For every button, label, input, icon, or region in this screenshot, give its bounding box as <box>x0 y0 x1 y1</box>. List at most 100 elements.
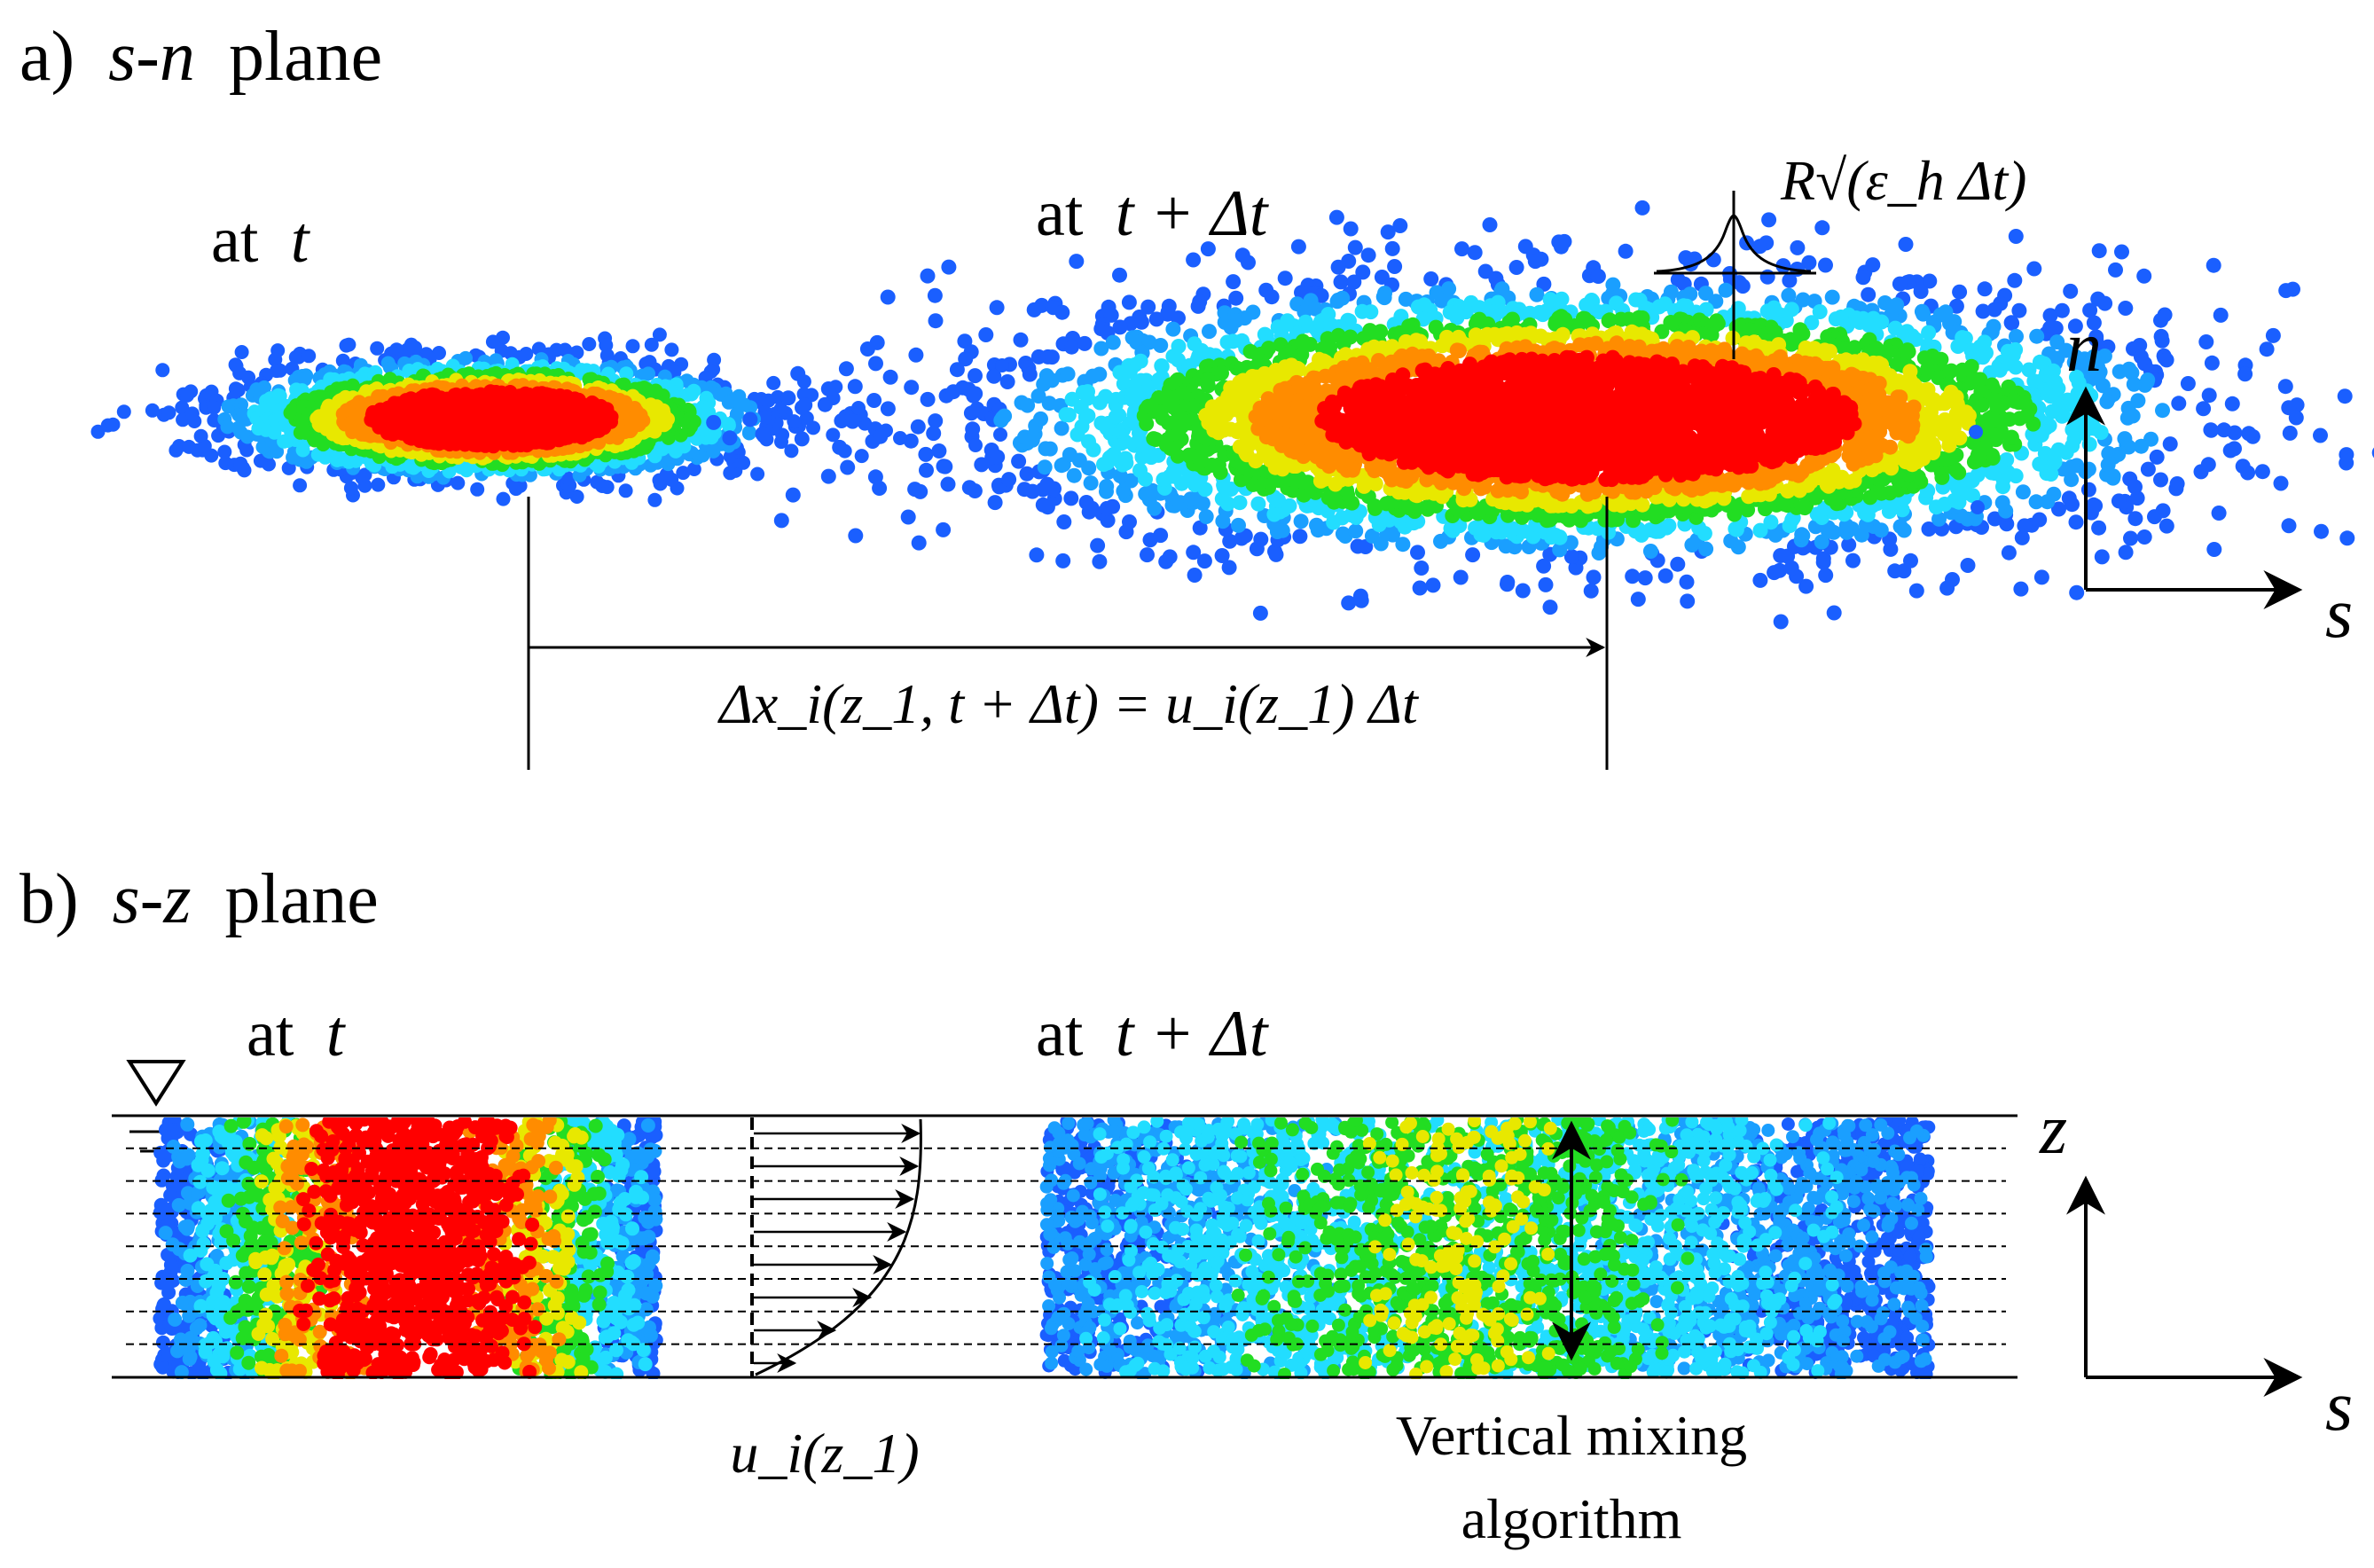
particle <box>1773 548 1789 563</box>
particle <box>233 456 248 471</box>
particle <box>2004 315 2020 331</box>
particle <box>1855 270 1871 286</box>
particle <box>820 381 836 396</box>
particle <box>1892 276 1908 292</box>
particle <box>978 327 994 342</box>
particle <box>1060 366 1076 382</box>
particle <box>931 443 947 459</box>
panel-a-at-word-2: at <box>1036 177 1084 250</box>
particle <box>1618 243 1634 259</box>
particle <box>1347 239 1363 255</box>
particle <box>2086 497 2102 513</box>
particle <box>2235 459 2251 474</box>
particle <box>652 327 667 342</box>
particle <box>1384 240 1400 256</box>
particle <box>2198 334 2214 349</box>
particle <box>2211 506 2227 521</box>
particle <box>2094 549 2110 565</box>
particle <box>1264 289 1280 305</box>
particle <box>928 313 944 329</box>
particle <box>187 414 202 428</box>
particle <box>873 428 889 444</box>
particle <box>272 363 287 378</box>
particle <box>116 404 131 419</box>
particle <box>618 483 633 498</box>
particle <box>838 361 854 377</box>
particle <box>590 474 605 490</box>
particle <box>1231 517 1246 533</box>
particle <box>1467 245 1483 261</box>
particle <box>106 417 121 432</box>
particle <box>2033 569 2049 585</box>
particle <box>1165 321 1181 337</box>
particle <box>1763 514 1779 530</box>
particle <box>1818 257 1833 273</box>
particle <box>1083 475 1099 491</box>
particle <box>790 365 806 381</box>
particle <box>919 462 934 478</box>
particle <box>1214 548 1230 563</box>
particle <box>2278 283 2294 299</box>
particle <box>1290 239 1306 255</box>
particle <box>794 431 810 447</box>
particle <box>1054 420 1069 436</box>
particle <box>1348 523 1364 539</box>
particle <box>900 509 916 525</box>
particle <box>2277 379 2293 395</box>
particle <box>961 480 977 496</box>
particle <box>1861 286 1876 302</box>
particle <box>2196 401 2212 417</box>
particle <box>2117 431 2133 447</box>
particle <box>1044 349 1060 365</box>
particle <box>1814 220 1830 236</box>
particle <box>866 393 882 408</box>
particle <box>343 481 358 496</box>
particle <box>161 405 176 420</box>
particle <box>1081 434 1096 450</box>
particle <box>1826 605 1842 621</box>
particle <box>1078 495 1094 510</box>
particle <box>2154 333 2170 349</box>
particle <box>840 459 856 475</box>
particle <box>1253 531 1269 547</box>
particle <box>2123 530 2138 546</box>
particle <box>676 466 691 481</box>
particle <box>2241 426 2257 442</box>
particle <box>1232 495 1248 511</box>
particle <box>936 521 952 537</box>
particle <box>1952 284 1968 300</box>
particle <box>1198 509 1214 524</box>
particle <box>913 483 928 499</box>
particle <box>1223 319 1239 335</box>
particle <box>2091 243 2107 259</box>
particle <box>1634 200 1650 216</box>
particle <box>785 487 801 503</box>
particle <box>2061 490 2077 506</box>
particle <box>1277 270 1293 286</box>
particle <box>1055 553 1071 568</box>
panel-a-title: a) s-n plane <box>20 18 382 96</box>
particle <box>1071 452 1087 468</box>
particle <box>2028 494 2044 510</box>
particle <box>911 535 927 551</box>
particle <box>1132 462 1148 478</box>
particle <box>721 395 736 410</box>
particle <box>2001 545 2017 561</box>
particle <box>882 369 898 385</box>
particle <box>773 513 789 529</box>
particle <box>1705 252 1721 268</box>
particle <box>797 397 813 413</box>
particle <box>949 362 965 378</box>
particle <box>180 388 194 403</box>
particle <box>2203 422 2219 438</box>
panel-a: a) s-n plane at t at t + Δt R√(ε_h Δt) Δ… <box>20 18 2374 770</box>
particle <box>1527 254 1543 270</box>
panel-a-plane-word: plane <box>229 18 382 96</box>
particle <box>1773 614 1789 630</box>
particle <box>1069 254 1085 270</box>
panel-a-letter: a) <box>20 18 74 96</box>
particle <box>1092 553 1108 569</box>
particle <box>302 349 317 364</box>
particle <box>940 476 956 492</box>
particle <box>755 426 771 442</box>
